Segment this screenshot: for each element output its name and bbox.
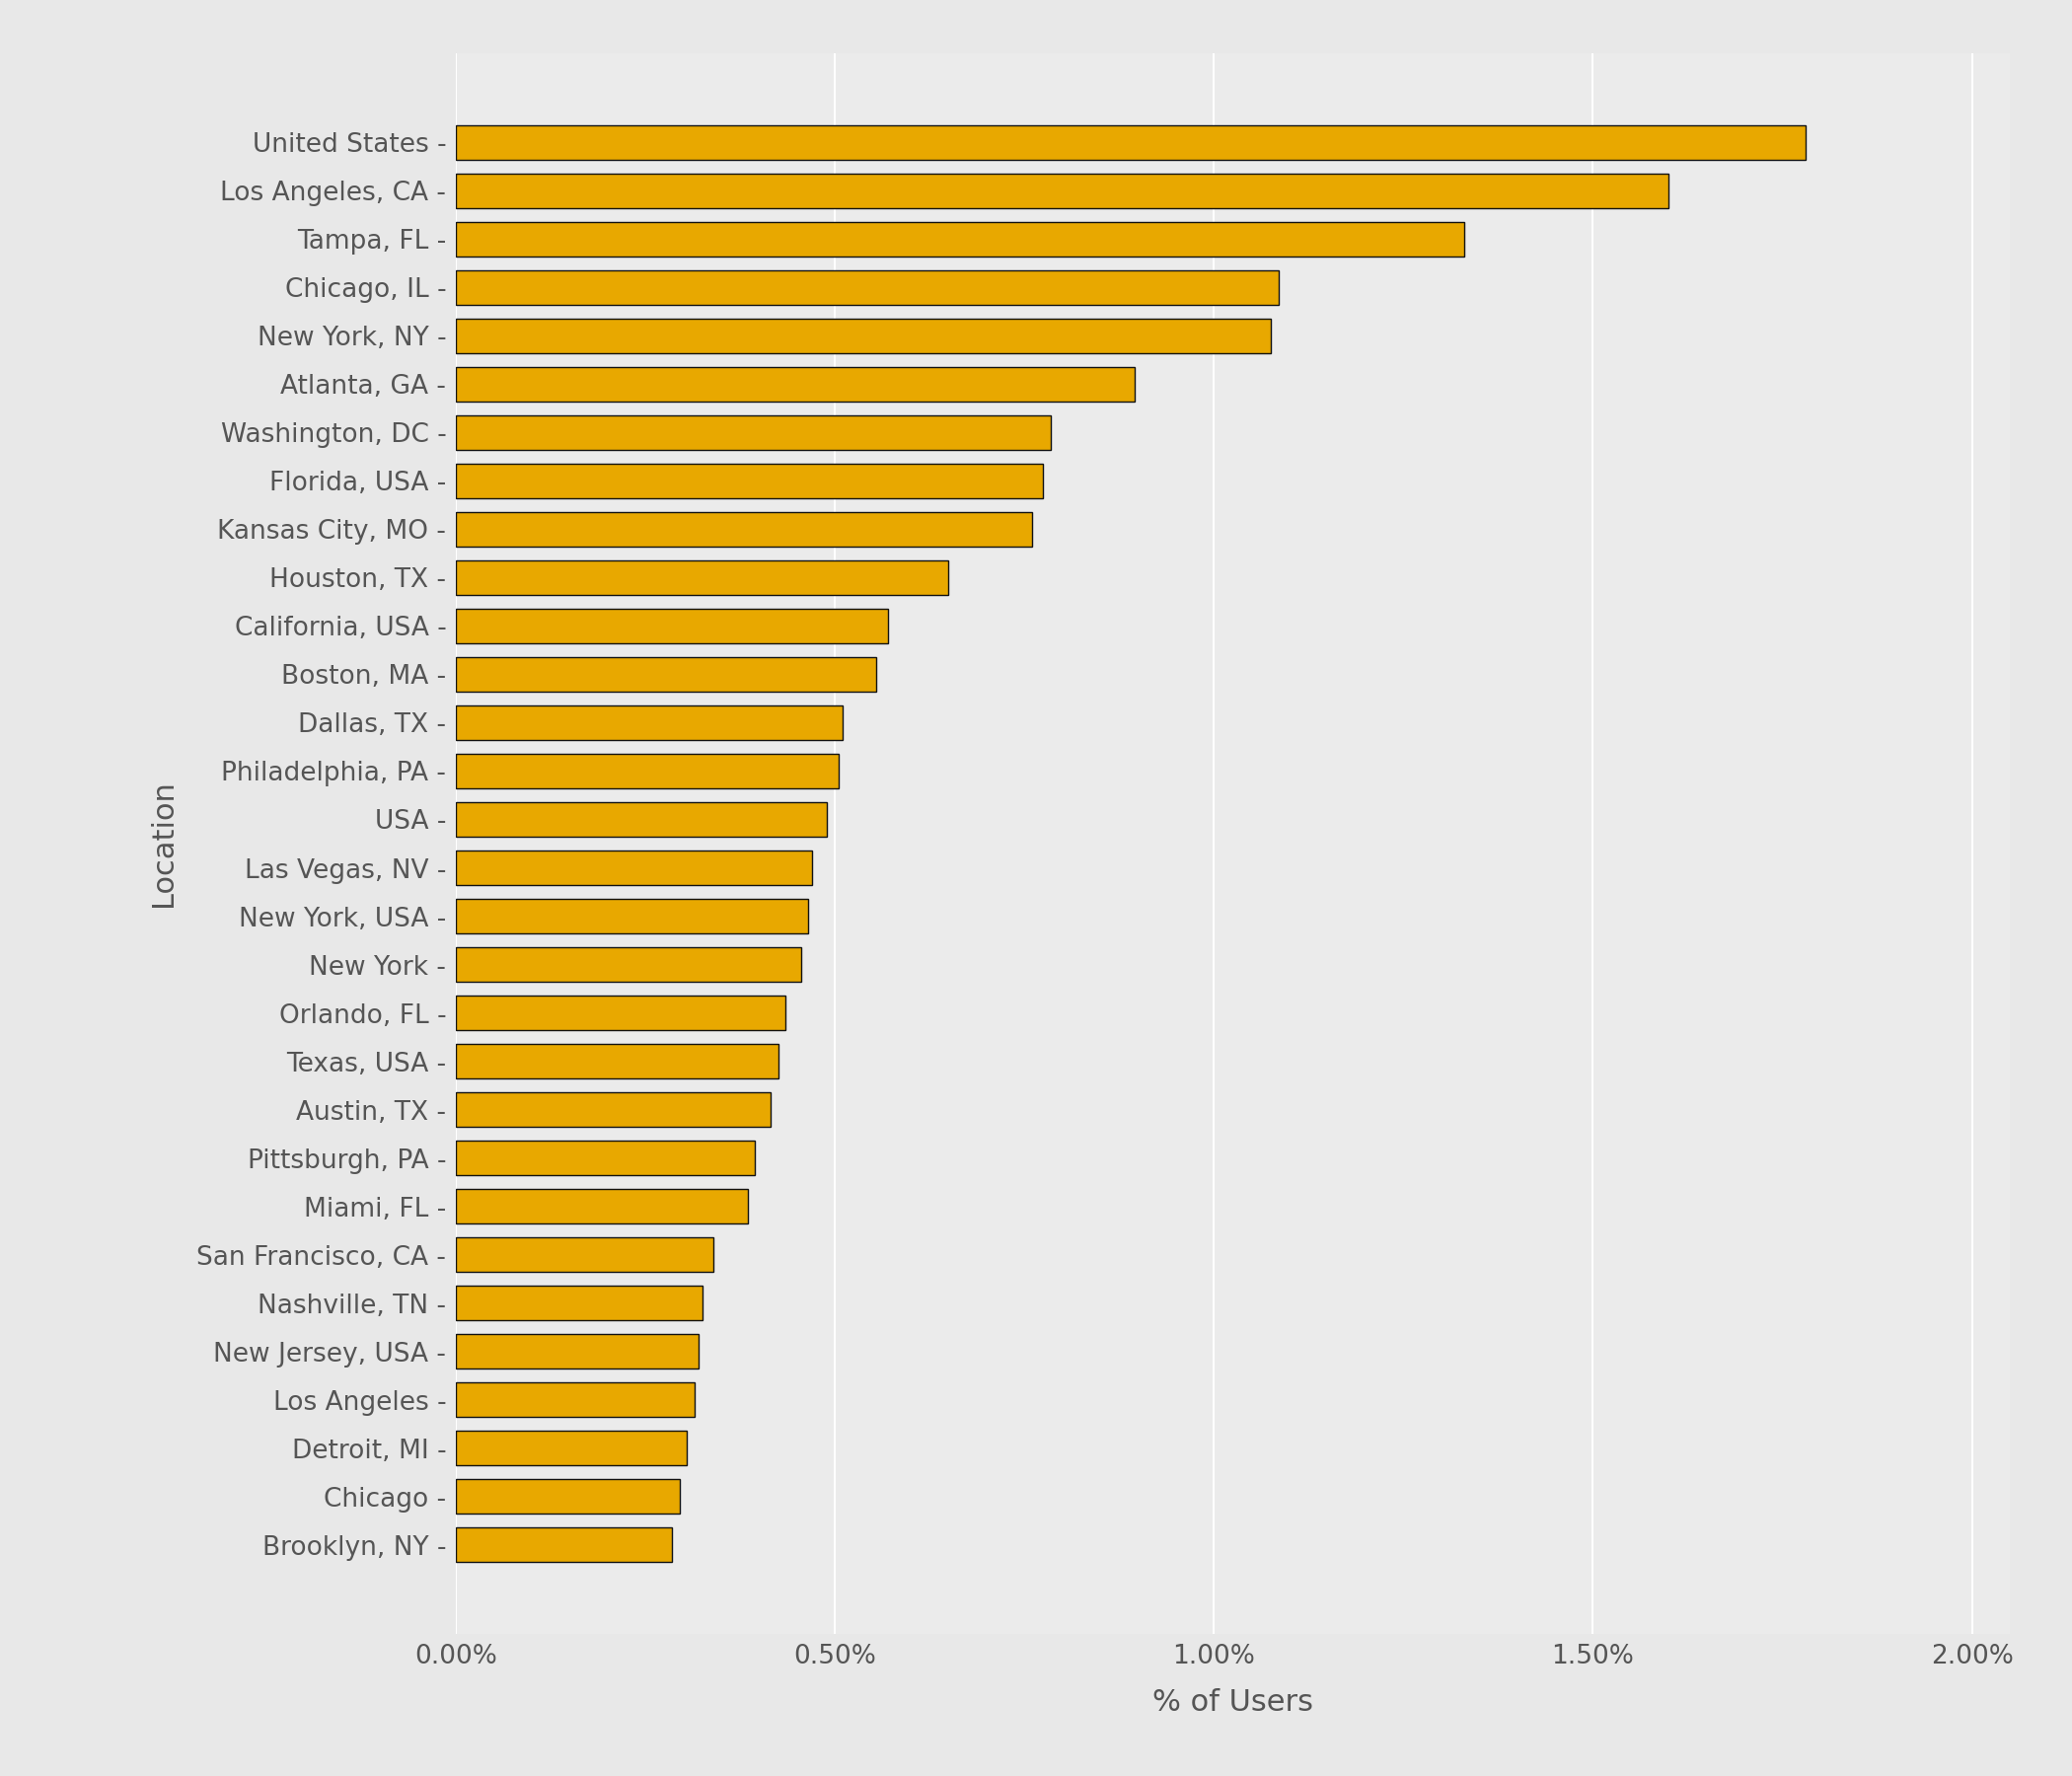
Y-axis label: Location: Location (149, 780, 178, 908)
Bar (456, 1479, 680, 1513)
Bar (456, 559, 949, 595)
Bar (456, 270, 1278, 305)
Bar (456, 511, 1032, 547)
X-axis label: % of Users: % of Users (1152, 1689, 1314, 1717)
Bar (456, 416, 1051, 449)
Bar (456, 124, 1805, 160)
Bar (456, 1092, 771, 1128)
Bar (456, 753, 839, 789)
Bar (456, 899, 808, 934)
Bar (456, 947, 800, 982)
Bar (456, 1430, 688, 1465)
Bar (456, 1188, 748, 1224)
Bar (456, 1140, 756, 1176)
Bar (456, 1334, 698, 1369)
Bar (456, 705, 843, 741)
Bar (456, 1238, 713, 1272)
Bar (456, 1286, 702, 1320)
Bar (456, 464, 1044, 499)
Bar (456, 222, 1465, 258)
Bar (456, 803, 827, 836)
Bar (456, 1527, 671, 1563)
Bar (456, 368, 1133, 401)
Bar (456, 318, 1270, 353)
Bar (456, 851, 812, 884)
Bar (456, 995, 785, 1030)
Bar (456, 657, 876, 693)
Bar (456, 1382, 694, 1417)
Bar (456, 174, 1668, 208)
Bar (456, 609, 889, 643)
Bar (456, 1044, 777, 1078)
